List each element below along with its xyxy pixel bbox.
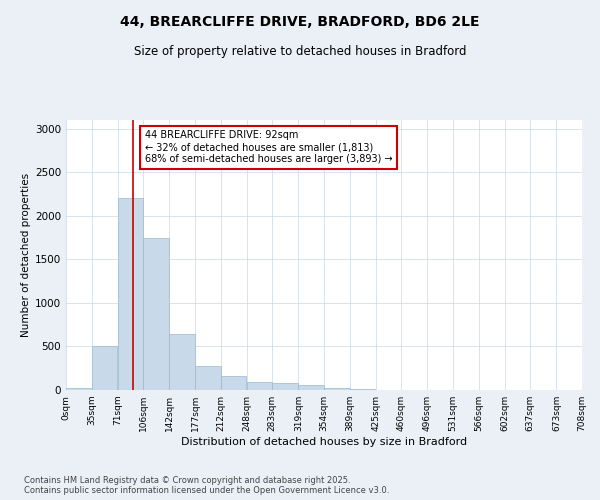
Bar — [221, 376, 246, 390]
Bar — [247, 382, 272, 390]
Bar — [272, 384, 298, 390]
Bar — [92, 346, 117, 390]
Bar — [350, 389, 375, 390]
Text: Size of property relative to detached houses in Bradford: Size of property relative to detached ho… — [134, 45, 466, 58]
Bar — [298, 385, 324, 390]
Bar — [324, 388, 350, 390]
Bar — [143, 238, 169, 390]
Bar — [169, 334, 195, 390]
X-axis label: Distribution of detached houses by size in Bradford: Distribution of detached houses by size … — [181, 437, 467, 447]
Text: 44, BREARCLIFFE DRIVE, BRADFORD, BD6 2LE: 44, BREARCLIFFE DRIVE, BRADFORD, BD6 2LE — [120, 15, 480, 29]
Bar — [195, 366, 221, 390]
Y-axis label: Number of detached properties: Number of detached properties — [21, 173, 31, 337]
Text: 44 BREARCLIFFE DRIVE: 92sqm
← 32% of detached houses are smaller (1,813)
68% of : 44 BREARCLIFFE DRIVE: 92sqm ← 32% of det… — [145, 130, 392, 164]
Text: Contains HM Land Registry data © Crown copyright and database right 2025.
Contai: Contains HM Land Registry data © Crown c… — [24, 476, 389, 495]
Bar — [118, 198, 143, 390]
Bar — [66, 388, 92, 390]
